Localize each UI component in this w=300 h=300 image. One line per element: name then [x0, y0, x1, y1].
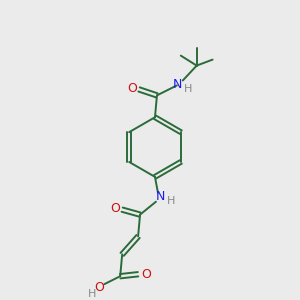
Text: O: O — [141, 268, 151, 281]
Text: O: O — [94, 281, 104, 294]
Text: N: N — [173, 78, 182, 91]
Text: O: O — [127, 82, 137, 95]
Text: H: H — [88, 289, 97, 299]
Text: N: N — [156, 190, 166, 203]
Text: H: H — [167, 196, 175, 206]
Text: H: H — [184, 84, 192, 94]
Text: O: O — [110, 202, 120, 215]
